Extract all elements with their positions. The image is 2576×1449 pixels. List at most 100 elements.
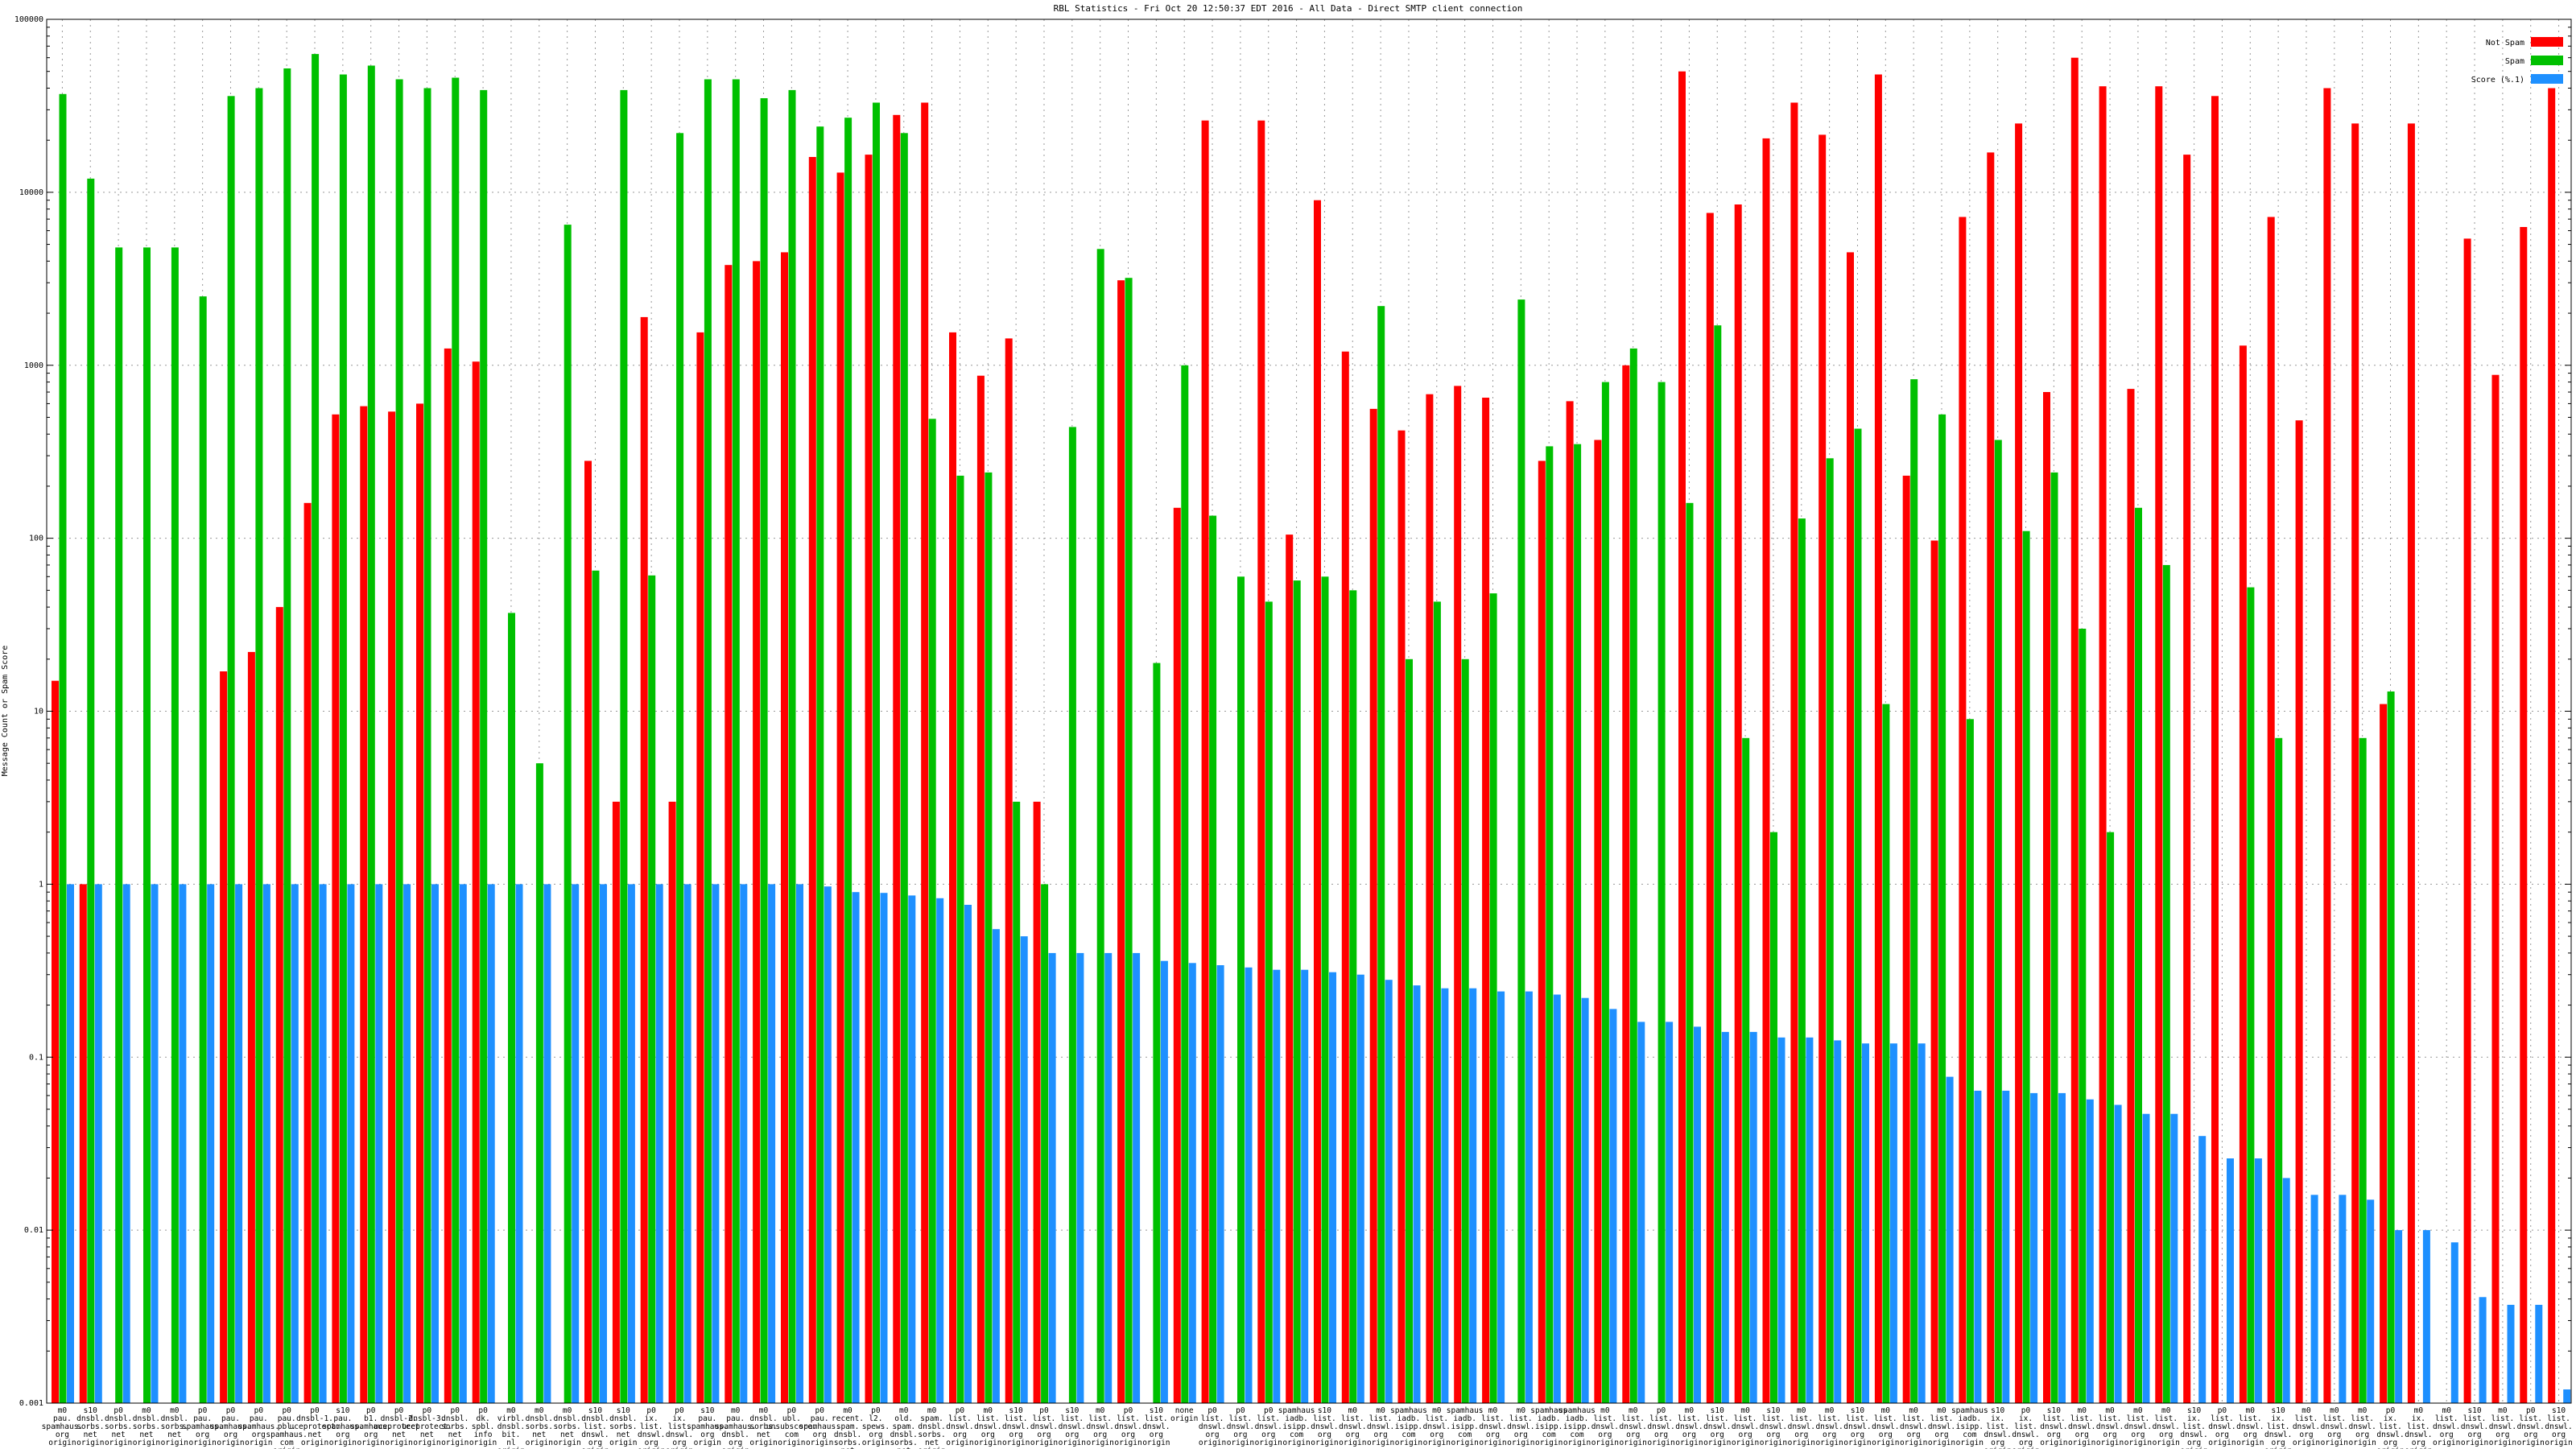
- x-tick-label-line: list.: [1594, 1414, 1617, 1423]
- y-tick-label: 0.1: [29, 1053, 43, 1062]
- x-tick-label-line: list.: [1313, 1414, 1336, 1423]
- x-tick-label-line: m0: [843, 1406, 852, 1415]
- bar-score-1: [1413, 985, 1421, 1403]
- x-tick-label-line: org: [1766, 1430, 1780, 1439]
- x-tick-label-line: org: [224, 1430, 237, 1439]
- x-tick-label-line: s10: [588, 1406, 602, 1415]
- x-tick-label-line: dnswl.: [1843, 1422, 1871, 1431]
- bar-not-spam: [724, 265, 733, 1404]
- bar-spam: [816, 126, 824, 1404]
- bar-not-spam: [1341, 351, 1349, 1404]
- x-tick-label-line: origin: [1843, 1439, 1871, 1447]
- bar-not-spam: [808, 157, 816, 1403]
- x-tick-label-line: origin: [1227, 1439, 1254, 1447]
- bar-spam: [1966, 719, 1974, 1403]
- x-tick-label-line: p0: [675, 1406, 684, 1415]
- x-tick-label-line: p0: [1657, 1406, 1666, 1415]
- x-tick-label: m0 list. dnswl. org origin: [1087, 1406, 1114, 1447]
- x-tick-label-line: origin: [2293, 1439, 2320, 1447]
- x-tick-label-line: origin: [76, 1439, 104, 1447]
- x-tick-label-line: org: [2159, 1430, 2173, 1439]
- x-tick-label: s10 list. dnswl. org origin: [1760, 1406, 1787, 1447]
- bar-not-spam: [472, 361, 480, 1404]
- x-tick-label-line: org: [1851, 1430, 1864, 1439]
- x-tick-label-line: recent.: [832, 1414, 864, 1423]
- x-tick-label-line: iadb.: [1397, 1414, 1421, 1423]
- x-tick-label-line: origin: [1563, 1439, 1591, 1447]
- x-tick-label: spamhaus iadb. isipp. com origin: [1530, 1406, 1567, 1447]
- x-tick-label-line: m0: [2077, 1406, 2087, 1415]
- bar-not-spam: [2351, 123, 2359, 1403]
- x-tick-label-line: isipp.: [1282, 1422, 1310, 1431]
- x-tick-label-line: s10: [1150, 1406, 1163, 1415]
- bar-score-1: [1525, 991, 1533, 1403]
- x-tick-label-line: list.: [1986, 1422, 2009, 1431]
- x-tick-label-line: origin: [1451, 1439, 1478, 1447]
- x-tick-label: m0 list. dnswl. org origin: [2153, 1406, 2180, 1447]
- bar-score-1: [2058, 1092, 2066, 1403]
- x-tick-label-line: org: [2384, 1439, 2397, 1447]
- x-tick-label-line: s10: [2047, 1406, 2061, 1415]
- x-tick-label-line: dnswl.: [1928, 1422, 1955, 1431]
- x-tick-label-line: com: [1402, 1430, 1415, 1439]
- x-tick-label-line: iadb.: [1538, 1414, 1561, 1423]
- x-tick-label-line: org: [2440, 1430, 2454, 1439]
- x-tick-label-line: list.: [2491, 1414, 2515, 1423]
- bar-not-spam: [360, 406, 368, 1404]
- x-tick-label-line: list.: [2070, 1414, 2094, 1423]
- x-tick-label-line: m0: [1432, 1406, 1442, 1415]
- x-tick-label-line: dnswl.: [2236, 1422, 2264, 1431]
- x-tick-label-line: m0: [1797, 1406, 1806, 1415]
- bar-spam: [2359, 737, 2367, 1403]
- bar-score-1: [1356, 974, 1364, 1403]
- bar-score-1: [2395, 1230, 2403, 1403]
- x-tick-label-line: origin: [2153, 1439, 2180, 1447]
- x-tick-label-line: dnswl.: [1087, 1422, 1114, 1431]
- x-tick-label-line: list.: [668, 1422, 691, 1431]
- bar-not-spam: [2407, 123, 2415, 1403]
- bar-score-1: [2254, 1158, 2262, 1403]
- x-tick-label-line: dnswl.: [1815, 1422, 1843, 1431]
- bar-spam: [1181, 365, 1189, 1404]
- x-tick-label-line: dnsbl.: [161, 1414, 188, 1423]
- x-tick-label-line: m0: [535, 1406, 544, 1415]
- x-tick-label-line: list.: [1088, 1414, 1112, 1423]
- bar-spam: [676, 133, 684, 1403]
- x-tick-label-line: org: [56, 1430, 69, 1439]
- x-tick-label-line: spamhaus.: [238, 1422, 279, 1431]
- x-tick-label-line: spamhaus.: [799, 1422, 840, 1431]
- bar-not-spam: [1847, 252, 1854, 1403]
- bar-score-1: [1974, 1090, 1982, 1403]
- x-tick-label-line: org: [2552, 1430, 2566, 1439]
- x-tick-label: p0 list. dnswl. org origin: [1030, 1406, 1058, 1447]
- x-tick-label: m0 list. dnswl. org origin: [1788, 1406, 1815, 1447]
- x-tick-label-line: org: [1626, 1430, 1640, 1439]
- x-tick-label: m0 list. dnswl. org origin: [1732, 1406, 1759, 1447]
- x-tick-label-line: list.: [2351, 1414, 2374, 1423]
- x-tick-label-line: dnswl.: [2461, 1422, 2488, 1431]
- bar-not-spam: [220, 671, 228, 1403]
- bar-not-spam: [836, 172, 844, 1403]
- x-tick-label-line: org: [1879, 1430, 1893, 1439]
- x-tick-label-line: uceprotect.: [374, 1422, 424, 1431]
- x-tick-label-line: m0: [2301, 1406, 2311, 1415]
- bar-not-spam: [1173, 507, 1181, 1403]
- x-tick-label-line: m0: [506, 1406, 516, 1415]
- bar-score-1: [880, 893, 888, 1403]
- x-tick-label: m0 list. dnswl. org origin: [1928, 1406, 1955, 1447]
- x-tick-label-line: s10: [2272, 1406, 2285, 1415]
- x-tick-label-line: ubl.: [782, 1414, 801, 1423]
- bar-spam: [1574, 444, 1582, 1404]
- x-tick-label-line: ix.: [2384, 1414, 2397, 1423]
- y-tick-label: 100: [29, 535, 43, 543]
- x-tick-label: p0 b1. spamhaus. org origin: [350, 1406, 391, 1447]
- x-tick-label-line: list.: [1706, 1414, 1729, 1423]
- x-tick-label-line: ix.: [645, 1414, 658, 1423]
- x-tick-label-line: org: [2524, 1430, 2537, 1439]
- x-tick-label: m0 list. dnswl. org origin: [2433, 1406, 2460, 1447]
- x-tick-label-line: spam.: [892, 1422, 915, 1431]
- x-tick-label-line: origin: [1760, 1439, 1787, 1447]
- bar-score-1: [1946, 1076, 1954, 1403]
